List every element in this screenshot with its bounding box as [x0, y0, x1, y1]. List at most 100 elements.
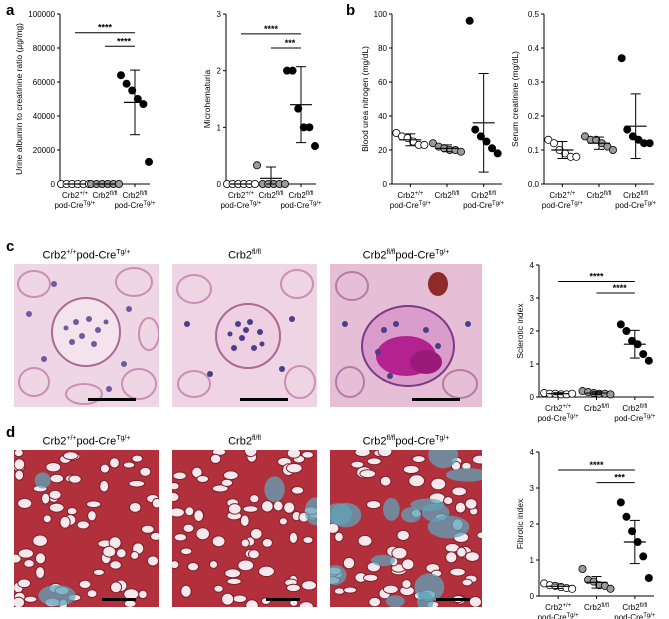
category-label-sclerotic: Crb2fl/fl	[584, 404, 609, 413]
data-point	[606, 584, 615, 593]
tubule-lumen	[242, 505, 259, 513]
fibrosis-region	[34, 472, 51, 489]
y-tick-label: 60	[378, 78, 387, 87]
tubule-lumen	[239, 514, 250, 528]
tubule-lumen	[343, 586, 358, 594]
tubule-lumen	[109, 560, 122, 570]
data-point	[117, 71, 126, 80]
tubule-lumen	[128, 501, 142, 513]
panel-letter-d: d	[6, 424, 16, 441]
significance-label: ***	[614, 473, 625, 483]
micrograph-title-d-3: Crb2fl/flpod-CreTg/+	[362, 435, 450, 448]
data-point	[609, 145, 618, 154]
tubule-lumen	[211, 484, 229, 493]
tubule-lumen	[172, 471, 187, 481]
tubule-lumen	[430, 477, 447, 491]
chart-uacr: 0 20000 40000 60000 80000 100000 Urine albumin…	[14, 10, 156, 210]
data-point	[420, 140, 429, 149]
data-point	[310, 142, 319, 151]
data-point	[115, 179, 124, 188]
tubule-lumen	[359, 469, 377, 479]
y-tick-label: 0.1	[528, 146, 540, 155]
tubule-lumen	[476, 531, 482, 540]
y-tick-label: 80	[378, 44, 387, 53]
data-point	[128, 86, 137, 95]
panel-letter-a: a	[6, 2, 15, 19]
data-point	[589, 577, 598, 586]
tubule-lumen	[40, 492, 51, 505]
panel-letter-b: b	[346, 2, 356, 19]
tubule-lumen	[172, 491, 180, 503]
data-point	[280, 179, 289, 188]
tubule-lumen	[68, 474, 82, 484]
tubule-lumen	[301, 580, 317, 591]
tubule-lumen	[290, 486, 305, 495]
tubule-lumen	[76, 520, 90, 530]
category-label-fibrotic: Crb2fl/fl	[622, 603, 647, 612]
data-point	[628, 527, 637, 536]
tubule-lumen	[286, 450, 302, 459]
tubule-lumen	[87, 510, 97, 522]
tubule-lumen	[468, 595, 482, 607]
fibrosis-region	[38, 584, 76, 607]
tubule-lumen	[401, 558, 415, 571]
fibrosis-region	[401, 507, 422, 523]
micrograph-trichrome-knockout	[330, 450, 482, 607]
scale-bar-c-1	[88, 398, 136, 401]
tubule-lumen	[48, 489, 62, 500]
tubule-lumen	[122, 461, 136, 469]
data-point	[305, 123, 314, 132]
category-label-uacr: Crb2+/+	[62, 191, 89, 200]
category-label-sclerotic: Crb2fl/fl	[622, 404, 647, 413]
tubule-lumen	[45, 461, 62, 473]
tubule-lumen	[240, 538, 250, 548]
chart-creatinine: 0.0 0.1 0.2 0.3 0.4 0.5 Serum creatinine (mg/d…	[510, 10, 657, 210]
y-axis-label: Microhematuria	[202, 69, 212, 128]
scale-bar-d-1	[102, 598, 136, 601]
micrograph-title-d-2: Crb2fl/fl	[228, 435, 261, 448]
tubule-lumen	[62, 451, 79, 461]
tubule-lumen	[172, 560, 180, 570]
data-point	[252, 161, 261, 170]
data-point	[122, 79, 131, 88]
tubule-lumen	[130, 551, 140, 560]
tubule-lumen	[402, 464, 420, 475]
tubule-lumen	[14, 450, 24, 458]
y-tick-label: 0	[530, 393, 535, 402]
tubule-lumen	[172, 507, 185, 518]
chart-microhematuria: 0123MicrohematuriaCrb2+/+pod-CreTg/+Crb2…	[202, 10, 322, 210]
tubule-lumen	[211, 535, 226, 548]
tubule-lumen	[32, 534, 48, 547]
fibrosis-region	[371, 554, 396, 567]
micrograph-title-c-2: Crb2fl/fl	[228, 249, 261, 262]
tubule-lumen	[354, 450, 371, 458]
category-label-creatinine: Crb2fl/fl	[623, 191, 648, 200]
data-point	[578, 565, 587, 574]
y-tick-label: 2	[530, 327, 535, 336]
y-tick-label: 1	[217, 123, 222, 132]
tubule-lumen	[34, 552, 47, 565]
category-label-uacr: Crb2fl/fl	[92, 191, 117, 200]
tubule-lumen	[278, 517, 288, 526]
scale-bar-d-2	[266, 598, 300, 601]
category-label-sclerotic: pod-CreTg/+	[538, 414, 580, 423]
data-point	[622, 326, 631, 335]
tubule-lumen	[66, 507, 78, 516]
tubule-lumen	[366, 457, 382, 466]
y-tick-label: 0	[383, 180, 388, 189]
tubule-lumen	[14, 596, 26, 607]
tubule-lumen	[220, 478, 234, 487]
tubule-lumen	[42, 514, 52, 524]
y-tick-label: 20000	[33, 146, 56, 155]
tubule-lumen	[193, 509, 205, 523]
data-point	[549, 139, 558, 148]
data-point	[493, 149, 502, 158]
fibrosis-region	[304, 497, 317, 526]
data-point	[606, 390, 615, 399]
data-point	[639, 552, 648, 561]
tubule-lumen	[222, 470, 239, 481]
category-label-bun: pod-CreTg/+	[463, 201, 505, 210]
category-label-fibrotic: pod-CreTg/+	[538, 613, 580, 619]
